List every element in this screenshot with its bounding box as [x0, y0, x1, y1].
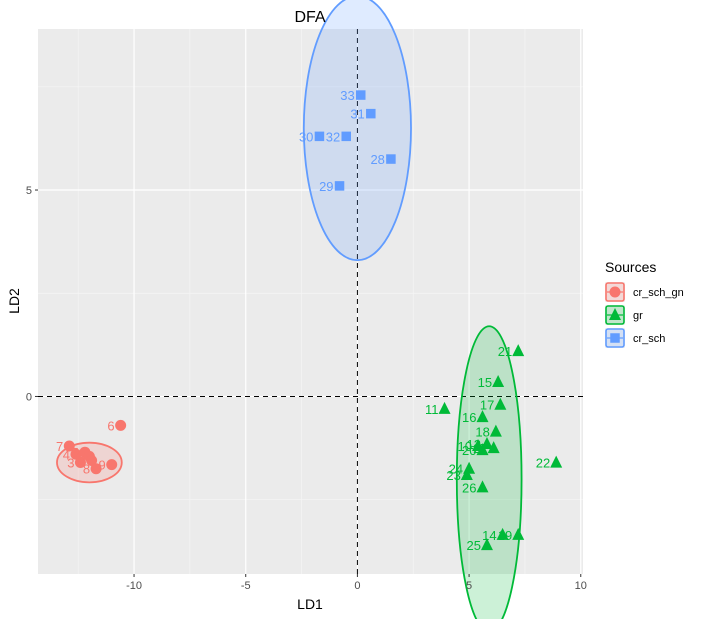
point-label-cr-sch-gn: 7: [56, 439, 63, 454]
point-gr: [550, 455, 563, 468]
legend-marker-gr: [609, 308, 621, 321]
x-tick-label: 5: [466, 580, 472, 592]
point-gr: [492, 375, 505, 388]
point-label-gr: 17: [480, 398, 494, 413]
point-label-cr-sch: 30: [299, 129, 313, 144]
point-cr-sch: [334, 181, 345, 191]
point-gr: [476, 480, 489, 493]
point-label-cr-sch: 31: [350, 107, 364, 122]
ellipse-cr-sch: [302, 0, 412, 262]
chart-title: DFA: [294, 9, 325, 26]
point-gr: [460, 467, 473, 480]
point-label-gr: 18: [475, 425, 489, 440]
point-cr-sch: [341, 131, 351, 142]
point-cr-sch: [386, 154, 396, 164]
axis-ticks: -10 -5 0 5 10 0 5: [26, 185, 587, 592]
point-label-gr: 14: [482, 528, 496, 543]
point-gr: [496, 527, 509, 540]
point-label-gr: 23: [446, 468, 460, 483]
confidence-ellipses: [56, 0, 523, 619]
point-label-gr: 20: [462, 443, 476, 458]
x-tick-label: 10: [575, 580, 587, 592]
y-tick-label: 5: [26, 185, 32, 197]
legend-label-gr: gr: [633, 310, 643, 322]
point-label-gr: 24: [449, 462, 463, 477]
point-cr-sch-gn: [86, 454, 98, 466]
point-gr: [512, 344, 525, 357]
point-cr-sch-gn: [90, 463, 102, 475]
point-gr: [438, 401, 451, 414]
point-cr-sch: [366, 108, 376, 119]
point-label-cr-sch: 33: [340, 88, 354, 103]
point-label-cr-sch-gn: 6: [107, 418, 114, 433]
point-gr: [480, 436, 493, 449]
legend-label-cr-sch-gn: cr_sch_gn: [633, 287, 684, 299]
point-label-gr: 21: [498, 344, 512, 359]
point-label-gr: 15: [478, 375, 492, 390]
point-cr-sch: [314, 131, 325, 142]
point-gr: [480, 538, 493, 551]
point-label-cr-sch-gn: 2: [78, 453, 85, 468]
point-label-cr-sch-gn: 4: [63, 447, 70, 462]
x-tick-label: -5: [241, 580, 251, 592]
point-label-cr-sch-gn: 9: [98, 458, 105, 473]
point-label-cr-sch-gn: 8: [83, 462, 90, 477]
point-label-cr-sch-gn: 1: [76, 449, 83, 464]
point-gr: [512, 527, 525, 540]
point-gr: [494, 397, 507, 410]
data-points: [63, 90, 563, 551]
point-label-gr: 22: [536, 456, 550, 471]
point-gr: [476, 410, 489, 423]
point-gr: [487, 441, 500, 454]
point-cr-sch-gn: [74, 457, 86, 469]
point-cr-sch-gn: [70, 448, 82, 460]
point-cr-sch-gn: [63, 440, 75, 452]
ellipse-gr: [455, 325, 523, 619]
point-label-gr: 12: [466, 437, 480, 452]
x-axis-title: LD1: [297, 596, 323, 612]
x-tick-label: 0: [354, 580, 360, 592]
point-label-cr-sch: 32: [326, 129, 340, 144]
point-label-gr: 25: [466, 538, 480, 553]
point-cr-sch: [356, 90, 366, 100]
point-label-cr-sch: 29: [319, 179, 333, 194]
point-label-gr: 19: [498, 528, 512, 543]
reference-lines: [38, 29, 583, 574]
point-label-gr: 27: [473, 441, 487, 456]
point-gr: [489, 424, 502, 437]
point-label-gr: 26: [462, 480, 476, 495]
point-label-cr-sch: 28: [370, 152, 384, 167]
point-cr-sch-gn: [106, 459, 118, 471]
point-label-gr: 10: [458, 439, 472, 454]
legend-marker-cr-sch-gn: [609, 286, 621, 298]
point-gr: [476, 443, 489, 456]
point-label-cr-sch-gn: 3: [67, 456, 74, 471]
point-label-cr-sch-gn: 5: [72, 445, 79, 460]
x-tick-label: -10: [126, 580, 142, 592]
plot-panel: [38, 29, 583, 574]
point-label-gr: 11: [425, 402, 439, 417]
y-tick-label: 0: [26, 391, 32, 403]
legend-label-cr-sch: cr_sch: [633, 333, 665, 345]
y-axis-title: LD2: [6, 288, 22, 314]
legend-marker-cr-sch: [610, 333, 620, 343]
legend-title: Sources: [605, 259, 656, 275]
point-cr-sch-gn: [115, 419, 127, 431]
point-label-gr: 16: [462, 410, 476, 425]
